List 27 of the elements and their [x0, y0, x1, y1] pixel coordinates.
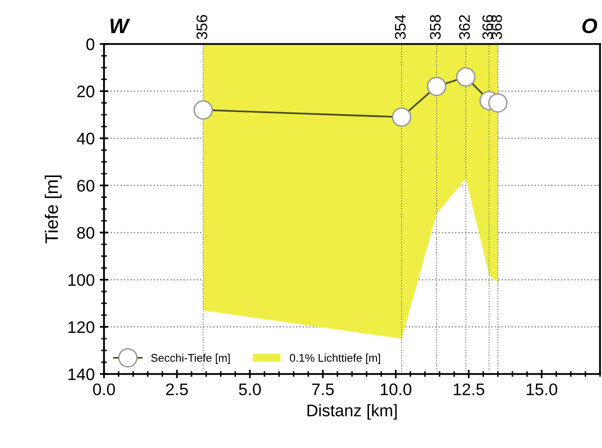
- legend-label: 0.1% Lichttiefe [m]: [290, 354, 380, 364]
- x-tick-label: 12.5: [454, 383, 484, 396]
- annotation: 354: [394, 14, 406, 40]
- y-tick-label: 0: [86, 38, 94, 50]
- annotation: 362: [459, 15, 470, 40]
- y-tick-label: 20: [77, 86, 94, 98]
- text: O: [582, 18, 598, 34]
- x-tick-label: 5.0: [238, 383, 261, 396]
- text: W: [110, 18, 130, 34]
- x-tick-label: 2.5: [166, 383, 188, 396]
- y-axis-title: Tiefe [m]: [44, 176, 62, 244]
- x-tick-label: 15.0: [526, 383, 558, 396]
- x-tick-label: 7.5: [312, 384, 334, 396]
- y-tick-label: 120: [68, 321, 94, 334]
- annotation: 356: [196, 15, 208, 40]
- x-tick-label: 10.0: [380, 383, 412, 396]
- annotation: 366: [482, 15, 494, 40]
- y-tick-label: 80: [77, 226, 94, 239]
- y-tick-label: 100: [68, 274, 94, 286]
- annotation: 358: [430, 15, 441, 40]
- y-tick-label: 40: [76, 132, 94, 144]
- annotation: 368: [491, 15, 502, 40]
- x-tick-label: 0.0: [93, 383, 115, 396]
- legend-label: Secchi-Tiefe [m]: [151, 354, 230, 364]
- x-axis-title: Distanz [km]: [308, 404, 397, 420]
- y-tick-label: 140: [68, 368, 94, 380]
- y-tick-label: 60: [77, 180, 94, 192]
